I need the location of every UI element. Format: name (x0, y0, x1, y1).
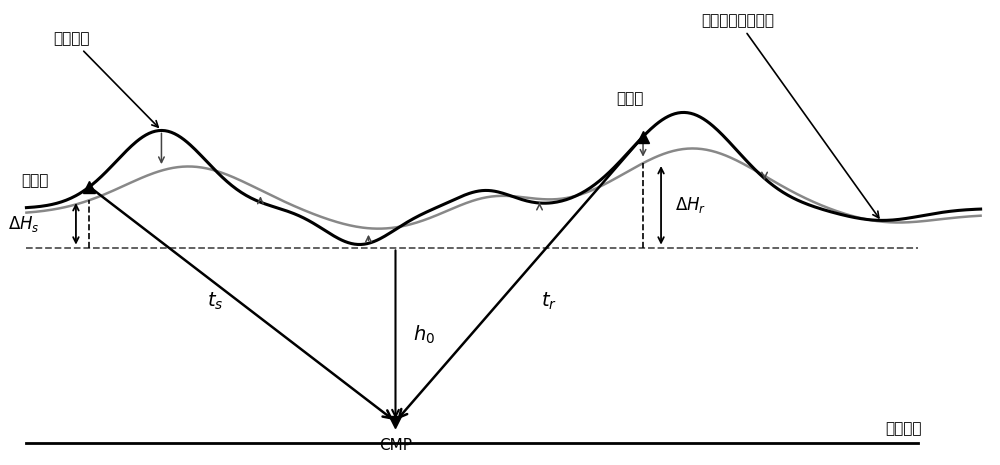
Text: $t_r$: $t_r$ (541, 291, 557, 312)
Text: 激发点: 激发点 (22, 173, 49, 188)
Text: CMP: CMP (379, 438, 412, 453)
Text: 地表一致性浮动面: 地表一致性浮动面 (702, 13, 879, 218)
Text: $h_0$: $h_0$ (413, 323, 436, 345)
Text: 真实地表: 真实地表 (53, 32, 158, 127)
Text: 接收点: 接收点 (616, 92, 643, 106)
Text: $\Delta H_r$: $\Delta H_r$ (675, 195, 706, 215)
Text: $t_s$: $t_s$ (207, 291, 224, 312)
Text: 反射界面: 反射界面 (886, 422, 922, 437)
Text: $\Delta H_s$: $\Delta H_s$ (8, 214, 40, 234)
